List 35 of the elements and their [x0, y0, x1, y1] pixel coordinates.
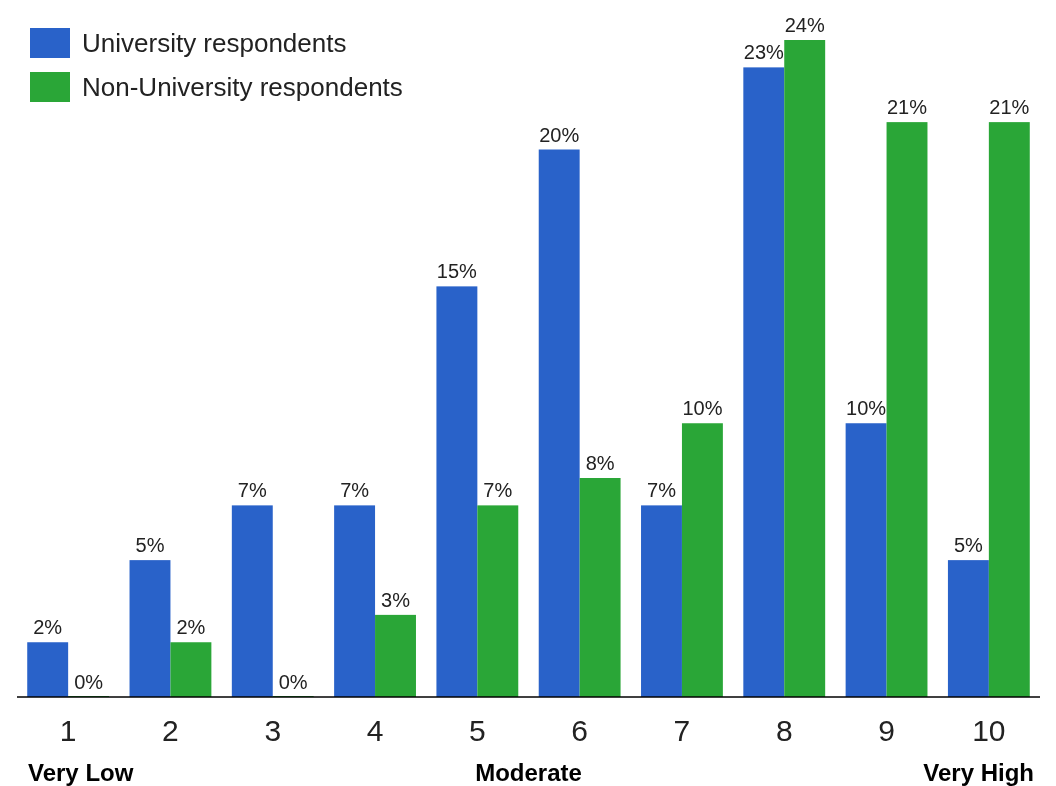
x-tick-label: 1: [59, 714, 77, 747]
text: Moderate: [475, 759, 582, 786]
x-tick-label: 5: [469, 714, 486, 747]
data-label: 3%: [381, 588, 411, 611]
x-tick-label: 4: [366, 714, 384, 747]
data-label: 24%: [784, 14, 825, 36]
data-label: 7%: [237, 479, 267, 502]
x-tick-label: 3: [264, 714, 282, 747]
data-label: 15%: [436, 260, 478, 283]
legend-label: University respondents: [82, 28, 347, 58]
data-label: 21%: [989, 96, 1030, 119]
data-label: 8%: [585, 452, 615, 474]
data-label: 0%: [74, 671, 104, 693]
data-label: 21%: [886, 96, 928, 119]
x-tick-label: 9: [878, 714, 895, 747]
data-label: 2%: [33, 616, 63, 639]
text: Very Low: [28, 759, 134, 786]
data-label: 10%: [846, 397, 887, 420]
x-tick-label: 7: [673, 714, 691, 747]
data-label: 23%: [743, 41, 785, 64]
data-label: 0%: [278, 671, 308, 693]
data-label: 10%: [682, 397, 723, 420]
data-label: 5%: [135, 534, 165, 557]
data-label: 5%: [953, 534, 984, 557]
x-tick-label: 6: [571, 714, 588, 747]
x-tick-label: 2: [162, 714, 179, 747]
data-label: 7%: [647, 479, 677, 502]
data-label: 2%: [176, 616, 206, 639]
x-tick-label: 8: [775, 714, 793, 747]
data-label: 20%: [539, 123, 580, 146]
legend-label: Non-University respondents: [82, 72, 403, 102]
x-tick-label: 10: [972, 714, 1006, 747]
text: Very High: [923, 759, 1034, 786]
data-label: 7%: [340, 479, 370, 502]
data-label: 7%: [483, 479, 513, 502]
